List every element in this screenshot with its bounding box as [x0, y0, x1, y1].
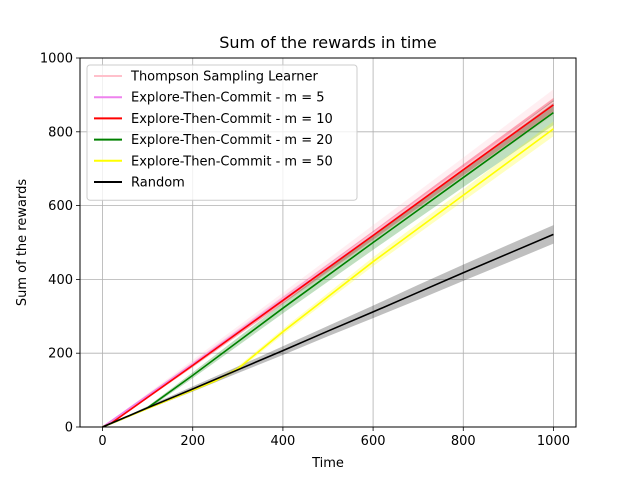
y-tick-label: 0 [65, 421, 73, 436]
legend: Thompson Sampling Learner Explore-Then-Co… [86, 64, 358, 201]
y-tick-label: 600 [48, 199, 73, 214]
y-tick-label: 200 [48, 347, 73, 362]
x-tick-label: 400 [270, 434, 295, 449]
legend-label-1: Explore-Then-Commit - m = 5 [131, 91, 325, 106]
y-axis-label: Sum of the rewards [15, 179, 30, 306]
y-tick-label: 400 [48, 273, 73, 288]
y-tick-label: 800 [48, 125, 73, 140]
legend-label-2: Explore-Then-Commit - m = 10 [131, 112, 333, 127]
series-line-5 [102, 233, 554, 428]
axis-ticks: 0 200 400 600 800 1000 0 200 400 600 800 1000 [40, 52, 570, 450]
x-tick-label: 1000 [537, 434, 570, 449]
legend-box [86, 64, 358, 201]
series-band-5 [102, 225, 554, 427]
legend-label-4: Explore-Then-Commit - m = 50 [131, 154, 333, 169]
x-axis-label: Time [311, 456, 344, 471]
x-tick-label: 0 [98, 434, 106, 449]
x-tick-label: 600 [361, 434, 386, 449]
confidence-bands [102, 89, 554, 428]
chart-title: Sum of the rewards in time [219, 33, 436, 52]
legend-label-0: Thompson Sampling Learner [130, 70, 318, 85]
y-tick-label: 1000 [40, 52, 73, 67]
legend-label-5: Random [131, 176, 185, 191]
series-lines [102, 101, 554, 428]
plot-frame [79, 57, 577, 428]
x-tick-label: 200 [180, 434, 205, 449]
legend-label-3: Explore-Then-Commit - m = 20 [131, 133, 333, 148]
x-tick-label: 800 [451, 434, 476, 449]
